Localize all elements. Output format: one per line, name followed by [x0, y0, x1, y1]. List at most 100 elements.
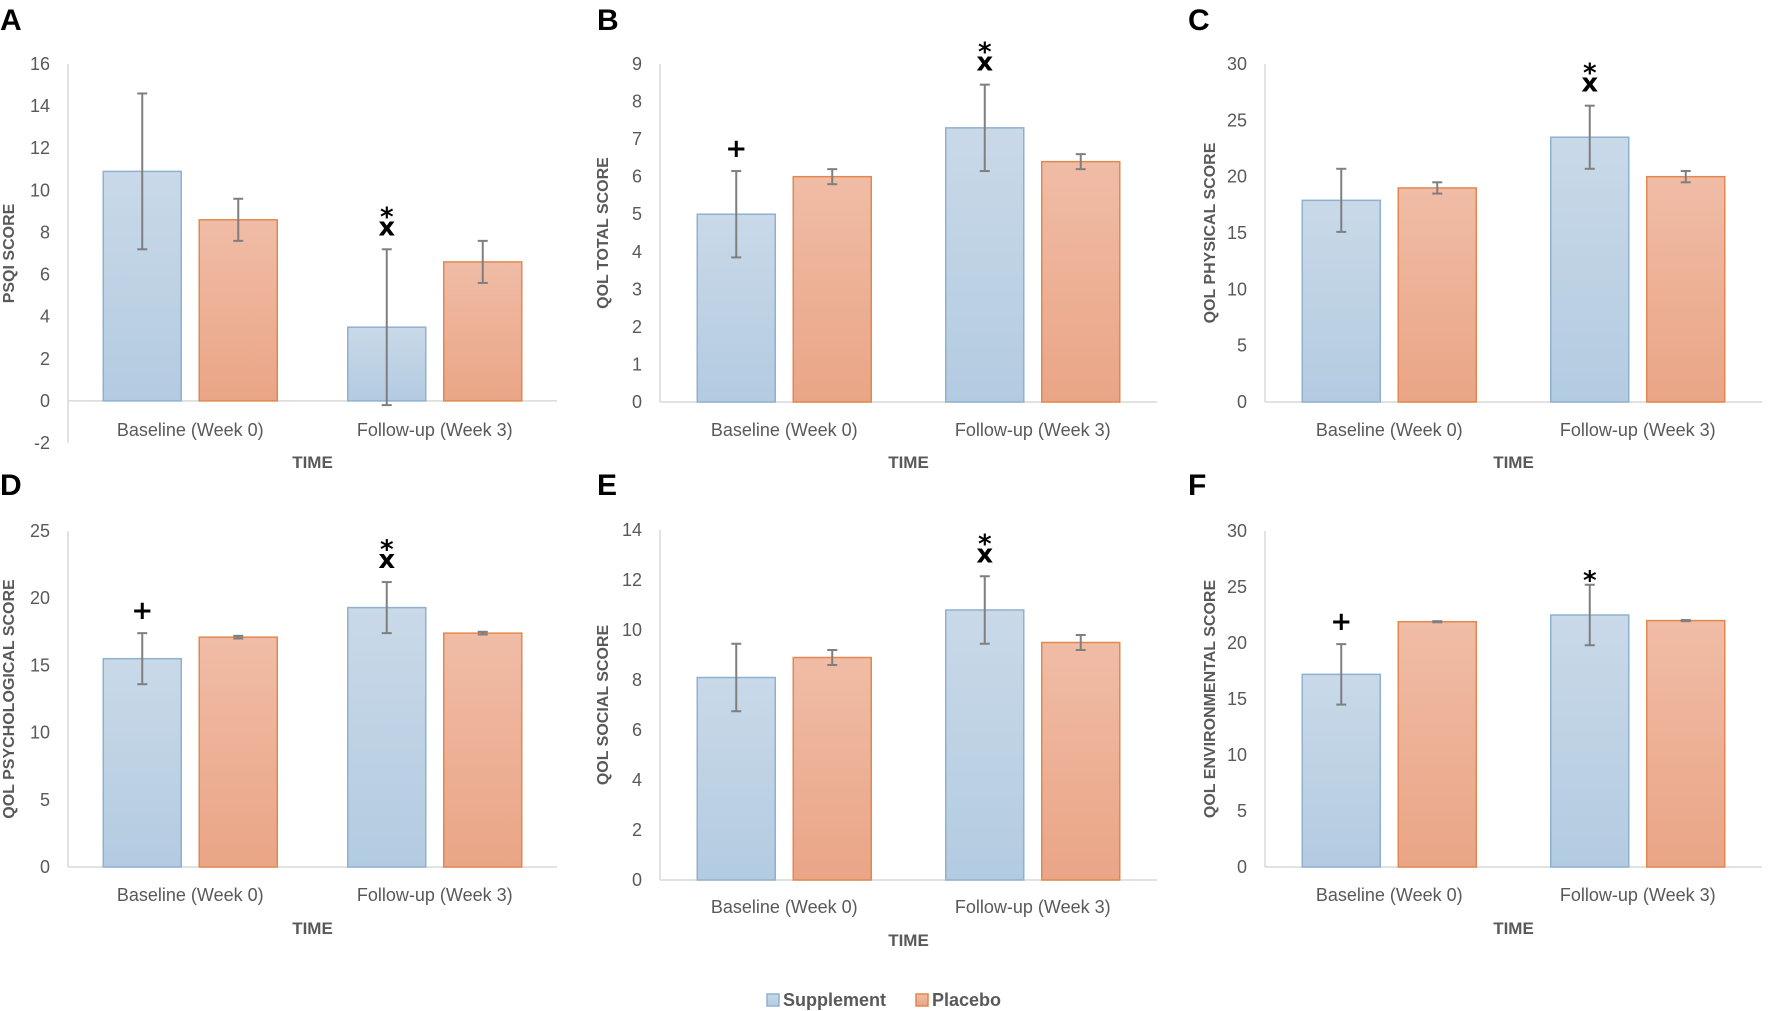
bar-supplement — [102, 657, 182, 868]
bar-placebo — [1646, 175, 1726, 403]
y-tick-label: 12 — [30, 138, 50, 158]
bar-supplement — [1550, 136, 1630, 403]
y-tick-label: 4 — [632, 242, 642, 262]
y-tick-label: 20 — [1227, 633, 1247, 653]
category-label: Follow-up (Week 3) — [955, 420, 1111, 440]
significance-marker: x — [976, 539, 993, 569]
y-tick-label: 20 — [1227, 167, 1247, 187]
category-label: Baseline (Week 0) — [1316, 885, 1463, 905]
y-tick-label: 0 — [40, 857, 50, 877]
y-axis-title: QOL TOTAL SCORE — [595, 157, 612, 309]
significance-marker: * — [978, 38, 992, 68]
y-tick-label: 1 — [632, 354, 642, 374]
panel-label: B — [597, 4, 619, 37]
panel-c: C 0 5 10 15 20 25 30 QOL PHYSICAL SCORE TIME Basel… — [1188, 4, 1762, 472]
y-tick-label: 8 — [40, 222, 50, 242]
significance-marker: * — [978, 529, 992, 559]
y-tick-label: 30 — [1227, 54, 1247, 74]
category-label: Follow-up (Week 3) — [1560, 420, 1716, 440]
panel-b: B 0 1 2 3 4 5 6 7 8 9 QOL TOTAL SCORE TIME Baseline (… — [595, 4, 1157, 472]
y-tick-label: 8 — [632, 92, 642, 112]
x-axis-title: TIME — [1493, 919, 1534, 938]
y-tick-label: 10 — [30, 723, 50, 743]
significance-marker: + — [725, 134, 747, 164]
category-label: Baseline (Week 0) — [117, 885, 264, 905]
x-axis-title: TIME — [888, 453, 929, 472]
legend-label-supplement: Supplement — [783, 990, 886, 1010]
category-label: Follow-up (Week 3) — [357, 420, 513, 440]
y-tick-label: 14 — [30, 96, 50, 116]
y-tick-label: 25 — [1227, 577, 1247, 597]
bar-placebo — [1041, 641, 1121, 881]
x-axis-title: TIME — [1493, 453, 1534, 472]
significance-marker: x — [378, 545, 395, 575]
bar-placebo — [443, 632, 523, 868]
y-axis-title: QOL ENVIRONMENTAL SCORE — [1202, 580, 1219, 819]
y-tick-label: 12 — [622, 570, 642, 590]
y-tick-label: 15 — [1227, 223, 1247, 243]
bar-placebo — [1646, 619, 1726, 868]
bar-placebo — [1397, 620, 1477, 868]
panel-label: C — [1188, 4, 1210, 37]
y-axis-title: PSQI SCORE — [1, 203, 18, 303]
bar-supplement — [1301, 673, 1381, 868]
y-tick-label: 25 — [1227, 110, 1247, 130]
panel-label: A — [0, 4, 22, 37]
category-label: Follow-up (Week 3) — [1560, 885, 1716, 905]
y-tick-label: 20 — [30, 588, 50, 608]
panel-e: E 0 2 4 6 8 10 12 14 QOL SOCIAL SCORE TIME Baseline… — [595, 469, 1157, 950]
y-tick-label: 10 — [30, 180, 50, 200]
y-tick-label: 5 — [1237, 336, 1247, 356]
significance-marker: * — [380, 535, 394, 565]
panel-f: F 0 5 10 15 20 25 30 QOL ENVIRONMENTAL SCORE TIME… — [1188, 469, 1762, 938]
y-tick-label: 15 — [30, 655, 50, 675]
bar-placebo — [1041, 160, 1121, 403]
bar-placebo — [792, 656, 872, 881]
panel-label: D — [0, 469, 22, 502]
legend: Supplement Placebo — [766, 990, 1001, 1010]
y-tick-label: 2 — [40, 349, 50, 369]
y-tick-label: 4 — [40, 307, 50, 327]
y-tick-label: 15 — [1227, 689, 1247, 709]
y-tick-label: 0 — [632, 870, 642, 890]
panel-d: D 0 5 10 15 20 25 QOL PSYCHOLOGICAL SCORE TIME Ba… — [0, 469, 557, 938]
significance-marker: * — [380, 202, 394, 232]
y-tick-label: 0 — [1237, 857, 1247, 877]
x-axis-title: TIME — [888, 931, 929, 950]
y-tick-label: 0 — [1237, 392, 1247, 412]
y-tick-label: 5 — [632, 204, 642, 224]
y-tick-label: 3 — [632, 279, 642, 299]
y-tick-label: 6 — [40, 265, 50, 285]
bar-placebo — [198, 636, 278, 868]
y-tick-label: 4 — [632, 770, 642, 790]
category-label: Follow-up (Week 3) — [357, 885, 513, 905]
y-tick-label: 14 — [622, 520, 642, 540]
y-axis-title: QOL PSYCHOLOGICAL SCORE — [1, 579, 18, 819]
significance-marker: * — [1583, 566, 1597, 596]
y-tick-label: 30 — [1227, 521, 1247, 541]
bar-supplement — [1301, 199, 1381, 403]
bar-supplement — [945, 609, 1025, 881]
y-tick-label: 7 — [632, 129, 642, 149]
panel-a: A -2 0 2 4 6 8 10 12 14 16 PSQI SCORE TIME Baseline (… — [0, 4, 557, 472]
category-label: Baseline (Week 0) — [1316, 420, 1463, 440]
significance-marker: x — [1581, 69, 1598, 99]
y-tick-label: 5 — [1237, 801, 1247, 821]
x-axis-title: TIME — [292, 453, 333, 472]
bar-placebo — [792, 175, 872, 403]
legend-swatch-supplement — [766, 993, 780, 1007]
category-label: Baseline (Week 0) — [711, 420, 858, 440]
y-tick-label: 25 — [30, 521, 50, 541]
panel-label: E — [597, 469, 617, 502]
significance-marker: + — [131, 596, 153, 626]
y-tick-label: 8 — [632, 670, 642, 690]
legend-swatch-placebo — [915, 993, 929, 1007]
y-tick-label: 5 — [40, 790, 50, 810]
y-tick-label: 6 — [632, 720, 642, 740]
y-axis-title: QOL SOCIAL SCORE — [595, 625, 612, 786]
y-tick-label: 6 — [632, 167, 642, 187]
y-tick-label: 16 — [30, 54, 50, 74]
bar-placebo — [443, 261, 523, 402]
